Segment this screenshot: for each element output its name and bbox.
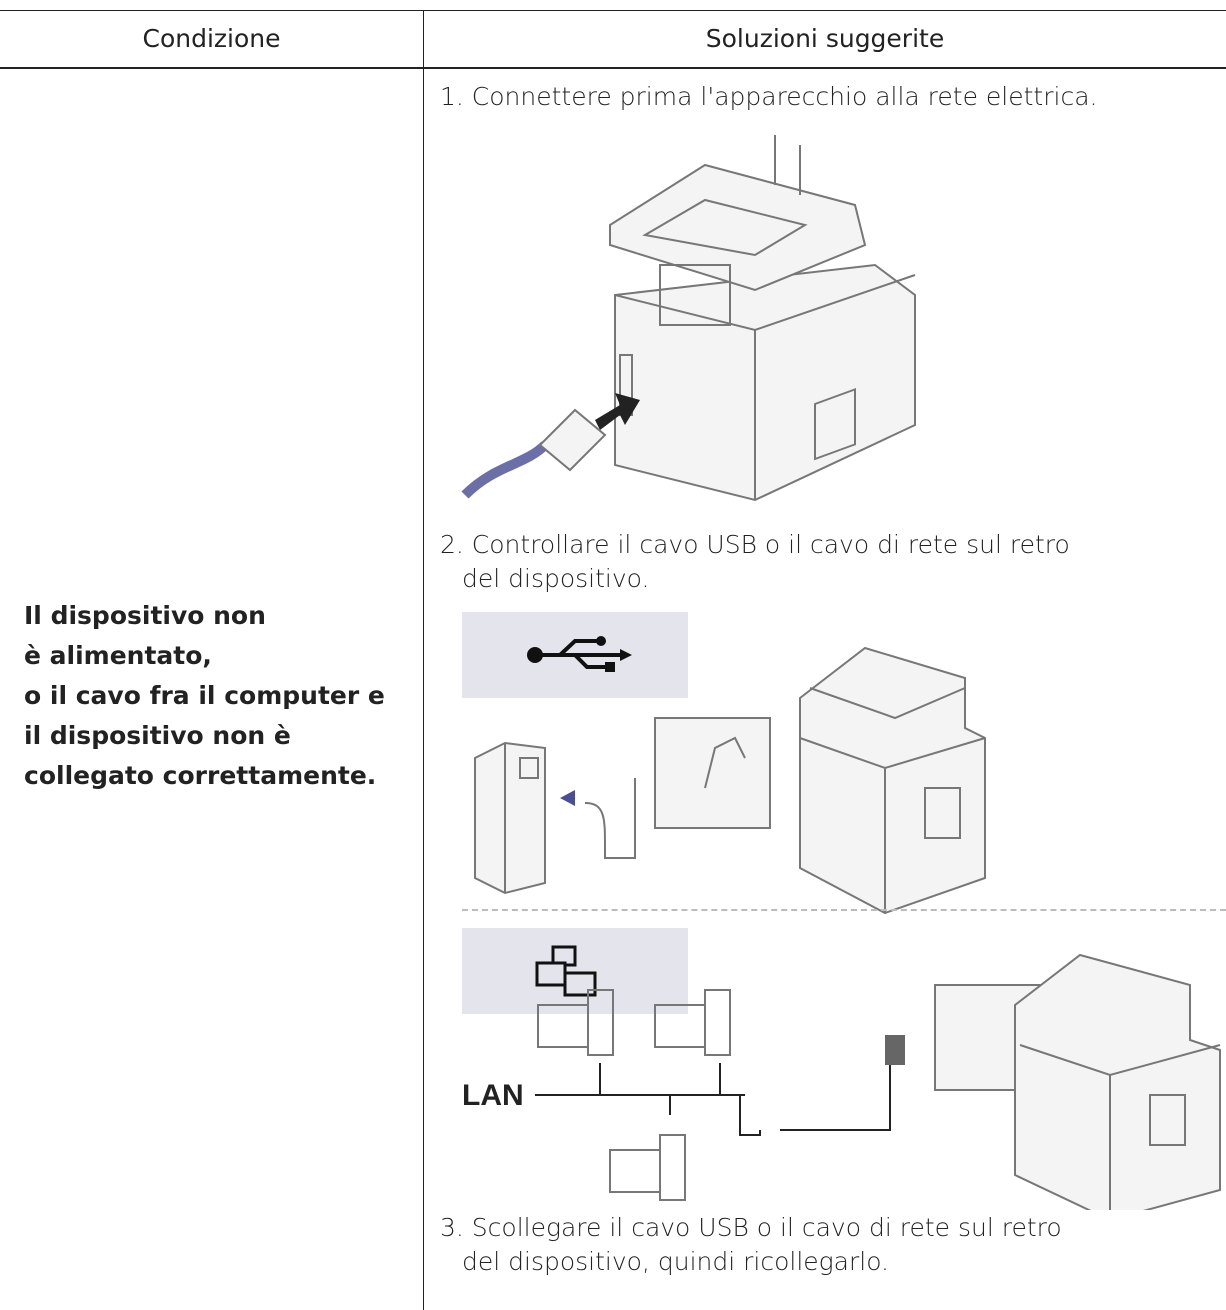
lan-connection-illustration: LAN: [462, 953, 1221, 1210]
separator: [462, 909, 1226, 911]
condition-text: o il cavo fra il computer e il dispositi…: [24, 681, 385, 790]
condition-text: Il dispositivo non è alimentato,: [24, 601, 266, 670]
step: 1. Connettere prima l'apparecchio alla r…: [440, 82, 1098, 111]
usb-connection-illustration: [474, 646, 986, 915]
header-cell: Condizione: [142, 24, 281, 53]
lan-icon-box: [462, 928, 688, 1014]
column-divider: [423, 10, 424, 1310]
header-cell: Soluzioni suggerite: [705, 24, 945, 53]
printer-power-illustration: [461, 135, 916, 502]
usb-icon: [527, 636, 632, 672]
condition-cell: Il dispositivo non è alimentato, o il ca…: [24, 596, 404, 796]
step: 3. Scollegare il cavo USB o il cavo di r…: [440, 1213, 1062, 1276]
lan-label: LAN: [462, 1079, 524, 1112]
step: 2. Controllare il cavo USB o il cavo di …: [440, 530, 1070, 593]
header-border: [0, 67, 1226, 69]
table-top-border: [0, 10, 1226, 11]
